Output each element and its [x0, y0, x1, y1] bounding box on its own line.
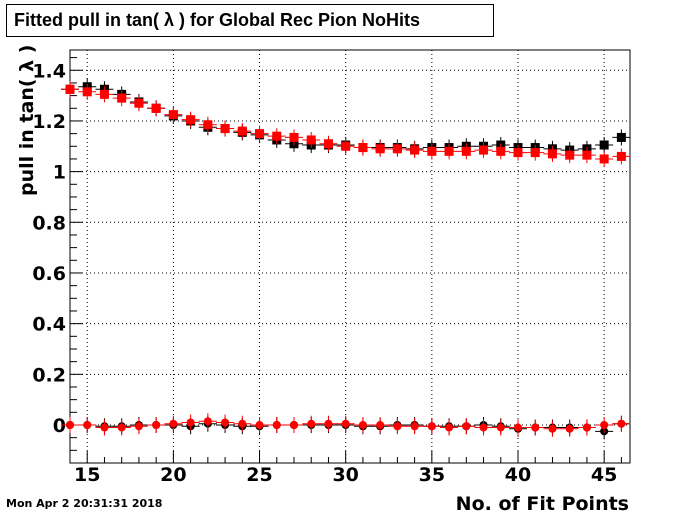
- data-point: [186, 115, 196, 125]
- x-tick-label: 35: [419, 464, 445, 486]
- x-tick-label: 45: [591, 464, 617, 486]
- data-point: [117, 93, 127, 103]
- data-point: [220, 124, 230, 134]
- data-point: [565, 150, 575, 160]
- data-point: [169, 419, 178, 428]
- data-point: [531, 423, 540, 432]
- data-point: [324, 419, 333, 428]
- series-3: [61, 413, 631, 437]
- data-point: [186, 418, 195, 427]
- data-point: [496, 423, 505, 432]
- timestamp: Mon Apr 2 20:31:31 2018: [6, 497, 163, 510]
- data-point: [82, 87, 92, 97]
- data-point: [582, 150, 592, 160]
- y-tick-label: 0.8: [32, 212, 66, 234]
- data-point: [479, 145, 489, 155]
- x-axis-title: No. of Fit Points: [456, 493, 629, 514]
- data-point: [272, 131, 282, 141]
- data-point: [306, 135, 316, 145]
- data-point: [255, 129, 265, 139]
- plot-frame: [69, 49, 631, 464]
- data-point: [514, 423, 522, 432]
- data-point: [548, 424, 557, 433]
- data-point: [134, 98, 144, 108]
- data-point: [427, 422, 436, 431]
- x-tick-label: 15: [74, 464, 100, 486]
- data-point: [117, 423, 126, 432]
- data-point: [410, 145, 420, 155]
- data-point: [290, 420, 298, 429]
- data-point: [237, 126, 247, 136]
- data-point: [65, 84, 75, 94]
- data-point: [565, 424, 574, 433]
- y-tick-label: 0.6: [32, 263, 66, 285]
- data-point: [307, 419, 316, 428]
- data-point: [221, 418, 230, 427]
- axes: 15 20 25 30 35 40 45 0 0.2 0.4 0.6 0.8 1 1.2 1.4: [32, 57, 622, 486]
- data-point: [410, 422, 419, 431]
- y-tick-label: 0.2: [32, 364, 66, 386]
- x-tick-label: 20: [160, 464, 186, 486]
- data-point: [341, 141, 351, 151]
- data-point: [168, 110, 178, 120]
- data-point: [461, 146, 471, 156]
- data-point: [289, 132, 299, 142]
- data-point: [427, 146, 437, 156]
- data-point: [66, 420, 74, 429]
- y-tick-label: 1.2: [32, 111, 66, 133]
- data-point: [444, 146, 454, 156]
- data-point: [358, 420, 367, 429]
- data-point: [203, 120, 213, 130]
- data-point: [323, 139, 333, 149]
- x-tick-label: 40: [505, 464, 531, 486]
- data-point: [255, 420, 264, 429]
- data-point: [599, 140, 609, 150]
- data-point: [616, 151, 626, 161]
- data-point: [203, 417, 212, 426]
- data-point: [238, 419, 247, 428]
- data-point: [582, 423, 591, 432]
- data-point: [100, 423, 109, 432]
- data-point: [547, 149, 557, 159]
- data-point: [151, 103, 161, 113]
- series-1: [61, 81, 631, 167]
- x-tick-label: 30: [332, 464, 358, 486]
- data-point: [617, 419, 626, 428]
- data-point: [134, 422, 143, 431]
- data-point: [496, 146, 506, 156]
- data-point: [616, 132, 626, 142]
- data-point: [99, 89, 109, 99]
- data-point: [358, 143, 368, 153]
- data-point: [375, 144, 385, 154]
- y-tick-label: 0.4: [32, 314, 66, 336]
- data-point: [600, 420, 609, 429]
- data-point: [152, 420, 161, 429]
- data-point: [479, 423, 488, 432]
- y-tick-label: 1.4: [32, 60, 66, 82]
- data-point: [272, 420, 281, 429]
- x-tick-label: 25: [246, 464, 272, 486]
- data-point: [83, 420, 92, 429]
- data-point: [376, 420, 385, 429]
- data-point: [599, 154, 609, 164]
- y-tick-label: 0: [53, 415, 66, 437]
- data-point: [530, 148, 540, 158]
- data-point: [393, 422, 402, 431]
- data-point: [462, 422, 471, 431]
- data-point: [445, 423, 454, 432]
- data-point: [341, 419, 350, 428]
- data-point: [392, 144, 402, 154]
- chart-title: Fitted pull in tan( λ ) for Global Rec P…: [6, 4, 494, 37]
- y-tick-label: 1: [53, 162, 66, 184]
- data-points: [61, 78, 631, 440]
- data-point: [513, 148, 523, 158]
- y-axis-title: pull in tan( λ ): [16, 45, 38, 196]
